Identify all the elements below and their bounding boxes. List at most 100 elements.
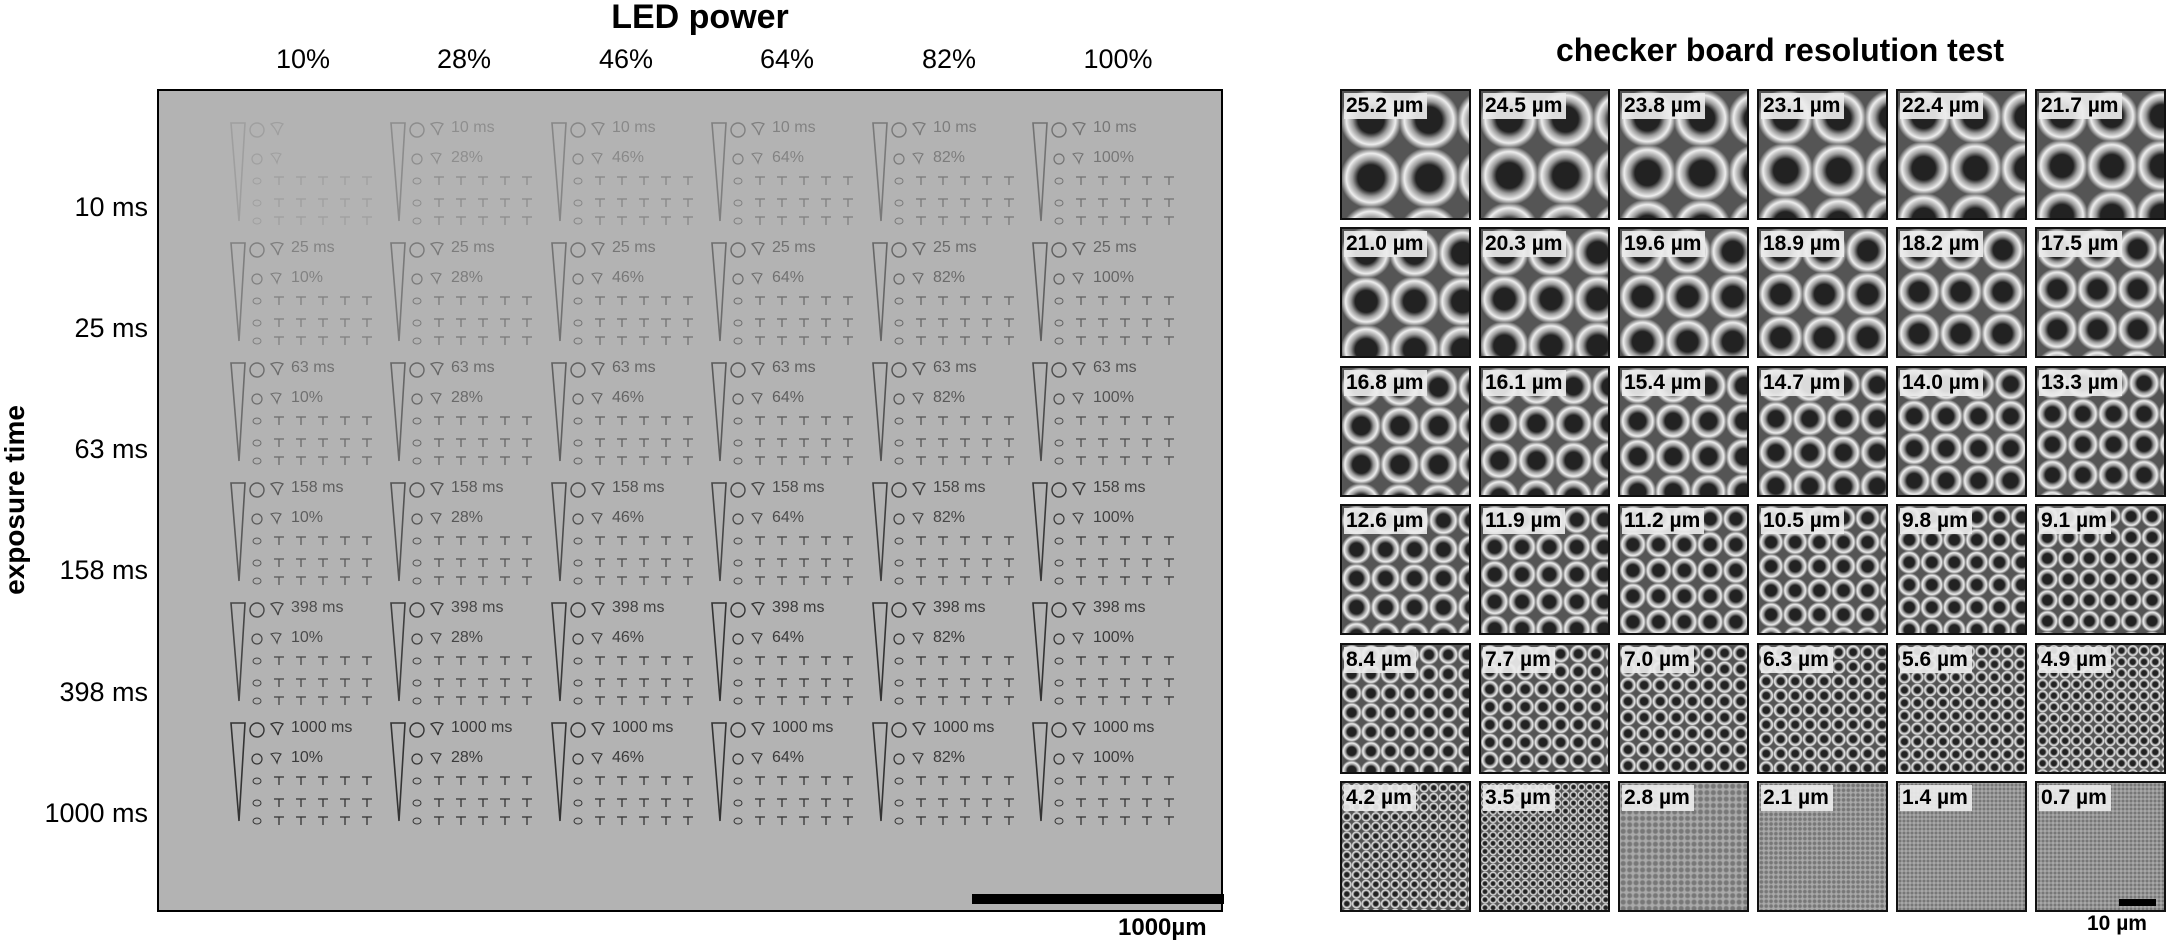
print-cell-power-text: 82%: [933, 389, 966, 406]
print-pattern-icon: [872, 601, 1014, 705]
checkerboard-tile-label: 12.6 µm: [1344, 508, 1428, 535]
checkerboard-tile: 6.3 µm: [1757, 642, 1888, 774]
print-cell: 63 ms 28%: [389, 359, 539, 471]
print-cell: 10 ms 64%: [710, 119, 860, 231]
checkerboard-tile-label: 16.1 µm: [1483, 369, 1567, 396]
print-cell: 1000 ms 46%: [550, 719, 700, 831]
checkerboard-tile: 9.8 µm: [1896, 504, 2027, 636]
exposure-time-label: 1000 ms: [44, 798, 148, 828]
checkerboard-tile: 3.5 µm: [1479, 781, 1610, 912]
print-cell: 398 ms 64%: [710, 599, 860, 711]
print-pattern-icon: [1032, 481, 1174, 585]
checkerboard-tile-label: 18.9 µm: [1761, 231, 1845, 258]
print-cell-exposure-text: 398 ms: [933, 599, 986, 616]
print-cell-power-text: 10%: [291, 389, 324, 406]
checkerboard-tile-label: 6.3 µm: [1761, 646, 1833, 673]
print-cell-power-text: 10%: [291, 509, 324, 526]
print-cell: 1000 ms 64%: [710, 719, 860, 831]
plate-scale-bar: [972, 894, 1224, 904]
tile-scale-bar: [2119, 899, 2156, 906]
checkerboard-tile: 18.9 µm: [1757, 227, 1888, 359]
print-pattern-icon: [230, 481, 372, 585]
print-cell: [229, 121, 379, 231]
checkerboard-tile: 25.2 µm: [1340, 89, 1471, 220]
print-pattern-icon: [1032, 721, 1174, 825]
checkerboard-tile-label: 4.9 µm: [2039, 646, 2111, 673]
print-cell-exposure-text: 398 ms: [772, 599, 825, 616]
exposure-time-label: 63 ms: [74, 434, 148, 464]
print-pattern-icon: [1032, 241, 1174, 345]
checkerboard-tile-label: 3.5 µm: [1483, 785, 1555, 811]
checkerboard-tile: 5.6 µm: [1896, 642, 2027, 774]
checkerboard-tile: 12.6 µm: [1340, 504, 1471, 636]
checkerboard-tile-label: 7.7 µm: [1483, 646, 1555, 673]
print-cell-exposure-text: 158 ms: [291, 479, 344, 496]
print-cell: 63 ms 10%: [229, 359, 379, 471]
print-cell: 1000 ms 82%: [871, 719, 1021, 831]
print-cell-power-text: 82%: [933, 749, 966, 766]
print-cell-exposure-text: 25 ms: [451, 239, 495, 256]
checkerboard-tile-label: 5.6 µm: [1900, 646, 1972, 673]
led-power-label: 100%: [1083, 44, 1153, 74]
print-pattern-icon: [711, 721, 853, 825]
print-cell-exposure-text: 10 ms: [1093, 119, 1137, 136]
checkerboard-tile: 1.4 µm: [1896, 781, 2027, 912]
print-pattern-icon: [390, 361, 532, 465]
print-cell-exposure-text: 10 ms: [933, 119, 977, 136]
checkerboard-tile-label: 1.4 µm: [1900, 785, 1972, 811]
led-power-label: 28%: [436, 44, 492, 74]
print-cell-exposure-text: 398 ms: [1093, 599, 1146, 616]
print-pattern-icon: [711, 241, 853, 345]
led-power-label: 64%: [759, 44, 815, 74]
checkerboard-tile: 2.1 µm: [1757, 781, 1888, 912]
print-cell: 63 ms 64%: [710, 359, 860, 471]
print-cell: 158 ms 100%: [1031, 479, 1181, 591]
led-power-label: 82%: [921, 44, 977, 74]
checkerboard-tile: 4.9 µm: [2035, 642, 2166, 774]
print-pattern-icon: [872, 481, 1014, 585]
print-cell-power-text: 46%: [612, 269, 645, 286]
print-cell-power-text: 46%: [612, 509, 645, 526]
print-cell-power-text: 64%: [772, 389, 805, 406]
print-pattern-icon: [872, 121, 1014, 225]
checkerboard-tile: 22.4 µm: [1896, 89, 2027, 220]
print-pattern-icon: [872, 361, 1014, 465]
print-cell: 398 ms 28%: [389, 599, 539, 711]
print-cell: 10 ms 100%: [1031, 119, 1181, 231]
print-pattern-icon: [390, 721, 532, 825]
checkerboard-tile: 2.8 µm: [1618, 781, 1749, 912]
led-power-label: 46%: [598, 44, 654, 74]
print-cell-power-text: 28%: [451, 389, 484, 406]
checkerboard-tile-label: 11.2 µm: [1622, 508, 1705, 535]
print-cell-power-text: 64%: [772, 509, 805, 526]
print-cell-exposure-text: 158 ms: [933, 479, 986, 496]
print-cell-exposure-text: 1000 ms: [772, 719, 834, 736]
print-cell-exposure-text: 10 ms: [612, 119, 656, 136]
print-cell-power-text: 82%: [933, 269, 966, 286]
checkerboard-tile-label: 0.7 µm: [2039, 785, 2111, 811]
print-cell: 63 ms 100%: [1031, 359, 1181, 471]
checkerboard-tile-label: 24.5 µm: [1483, 93, 1567, 119]
print-pattern-icon: [230, 601, 372, 705]
print-cell-power-text: 100%: [1093, 509, 1134, 526]
print-cell: 1000 ms 28%: [389, 719, 539, 831]
checkerboard-tile: 7.0 µm: [1618, 642, 1749, 774]
print-cell: 398 ms 82%: [871, 599, 1021, 711]
print-cell: 158 ms 28%: [389, 479, 539, 591]
print-cell-power-text: 64%: [772, 149, 805, 166]
checkerboard-tile: 21.7 µm: [2035, 89, 2166, 220]
checkerboard-tile-label: 15.4 µm: [1622, 369, 1706, 396]
checkerboard-tile: 9.1 µm: [2035, 504, 2166, 636]
checkerboard-tile-label: 23.1 µm: [1761, 93, 1845, 119]
print-cell: 1000 ms 10%: [229, 719, 379, 831]
checkerboard-tile: 4.2 µm: [1340, 781, 1471, 912]
checkerboard-tile: 10.5 µm: [1757, 504, 1888, 636]
print-cell: 63 ms 82%: [871, 359, 1021, 471]
print-cell-exposure-text: 1000 ms: [291, 719, 353, 736]
checkerboard-tile: 0.7 µm: [2035, 781, 2166, 912]
print-cell-power-text: 28%: [451, 269, 484, 286]
print-cell-power-text: 46%: [612, 629, 645, 646]
checkerboard-tile-label: 25.2 µm: [1344, 93, 1428, 119]
checkerboard-tile-grid: 25.2 µm 24.5 µm 23.8 µm 23.1 µm 22.4 µm 21.7 …: [1340, 89, 2166, 912]
print-cell-power-text: 46%: [612, 149, 645, 166]
